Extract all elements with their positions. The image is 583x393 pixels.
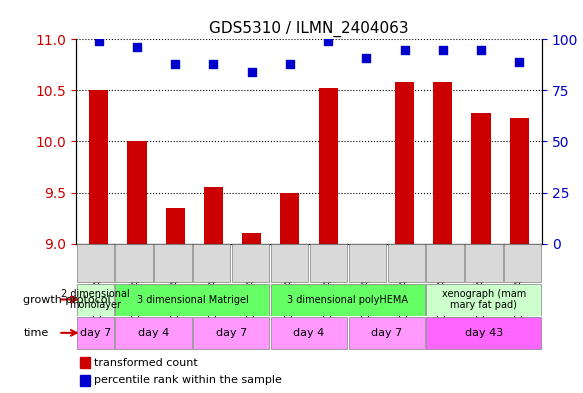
FancyBboxPatch shape	[310, 244, 347, 282]
FancyBboxPatch shape	[271, 284, 425, 316]
Point	[209, 61, 218, 67]
FancyBboxPatch shape	[388, 244, 425, 282]
Bar	[89, 90, 108, 244]
Bar	[80, 375, 90, 386]
Bar	[433, 82, 452, 244]
Text: percentile rank within the sample: percentile rank within the sample	[94, 375, 282, 385]
Text: day 7: day 7	[80, 328, 111, 338]
Point	[361, 55, 371, 61]
FancyBboxPatch shape	[154, 244, 192, 282]
FancyBboxPatch shape	[271, 244, 308, 282]
Text: day 7: day 7	[371, 328, 402, 338]
Point	[515, 59, 524, 65]
Text: transformed count: transformed count	[94, 358, 198, 367]
Text: day 4: day 4	[138, 328, 169, 338]
FancyBboxPatch shape	[232, 244, 269, 282]
FancyBboxPatch shape	[465, 244, 503, 282]
FancyBboxPatch shape	[115, 284, 269, 316]
Text: 3 dimensional Matrigel: 3 dimensional Matrigel	[136, 295, 248, 305]
Text: day 43: day 43	[465, 328, 503, 338]
Bar	[80, 357, 90, 368]
Bar	[242, 233, 261, 244]
FancyBboxPatch shape	[76, 317, 114, 349]
Bar	[204, 187, 223, 244]
FancyBboxPatch shape	[193, 317, 269, 349]
Title: GDS5310 / ILMN_2404063: GDS5310 / ILMN_2404063	[209, 20, 409, 37]
Point	[285, 61, 294, 67]
Point	[400, 46, 409, 53]
FancyBboxPatch shape	[271, 317, 347, 349]
FancyBboxPatch shape	[115, 317, 192, 349]
FancyBboxPatch shape	[193, 244, 230, 282]
Point	[247, 69, 257, 75]
Point	[324, 38, 333, 44]
Text: day 7: day 7	[216, 328, 247, 338]
Bar	[128, 141, 146, 244]
Text: day 4: day 4	[293, 328, 325, 338]
Text: xenograph (mam
mary fat pad): xenograph (mam mary fat pad)	[442, 289, 526, 310]
FancyBboxPatch shape	[504, 244, 542, 282]
Point	[132, 44, 142, 51]
Text: time: time	[23, 328, 48, 338]
FancyBboxPatch shape	[76, 244, 114, 282]
Bar	[318, 88, 338, 244]
FancyBboxPatch shape	[349, 244, 386, 282]
Text: 3 dimensional polyHEMA: 3 dimensional polyHEMA	[287, 295, 408, 305]
Point	[94, 38, 103, 44]
FancyBboxPatch shape	[115, 244, 153, 282]
Point	[438, 46, 448, 53]
Bar	[280, 193, 300, 244]
Point	[476, 46, 486, 53]
Bar	[395, 82, 414, 244]
Point	[170, 61, 180, 67]
Text: growth protocol: growth protocol	[23, 295, 111, 305]
FancyBboxPatch shape	[349, 317, 425, 349]
Bar	[166, 208, 185, 244]
Bar	[510, 118, 529, 244]
Text: 2 dimensional
monolayer: 2 dimensional monolayer	[61, 289, 129, 310]
FancyBboxPatch shape	[76, 284, 114, 316]
FancyBboxPatch shape	[426, 317, 542, 349]
FancyBboxPatch shape	[426, 244, 463, 282]
Bar	[472, 113, 490, 244]
FancyBboxPatch shape	[426, 284, 542, 316]
